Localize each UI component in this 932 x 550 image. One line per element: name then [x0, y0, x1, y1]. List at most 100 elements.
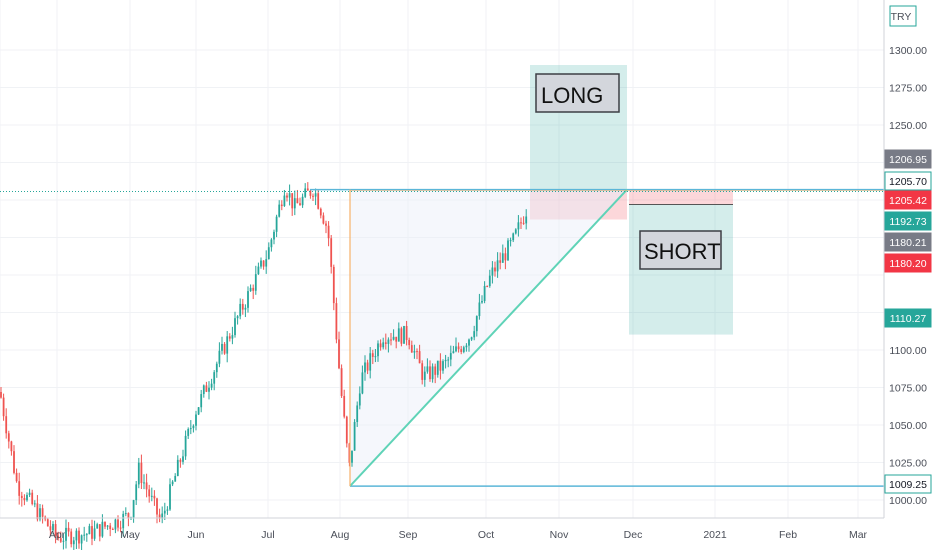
candle-body — [46, 519, 49, 527]
x-tick-label: Aug — [331, 529, 350, 541]
candle-body — [18, 481, 21, 496]
short-label-box[interactable] — [639, 230, 722, 270]
candle-body — [7, 433, 10, 442]
candle-body — [504, 253, 507, 261]
currency-badge[interactable]: TRY — [889, 5, 917, 27]
candle-body — [410, 345, 413, 353]
candle-body — [163, 510, 166, 514]
candle-body — [197, 407, 200, 415]
candle-body — [353, 422, 356, 451]
candle-body — [439, 360, 442, 371]
candle-body — [127, 513, 130, 519]
x-tick-label: Nov — [550, 529, 569, 541]
candle-body — [431, 366, 434, 380]
y-tick-label: 1300.00 — [889, 45, 927, 57]
candle-body — [65, 527, 67, 541]
candle-body — [343, 395, 346, 417]
candle-body — [317, 193, 320, 209]
candle-body — [140, 462, 143, 484]
long-label: LONG — [541, 83, 603, 108]
candle-body — [400, 328, 403, 344]
candle-body — [481, 300, 483, 303]
candle-body — [179, 459, 182, 462]
price-tag-label: 1009.25 — [889, 479, 927, 491]
candle-body — [488, 275, 491, 287]
candle-body — [234, 318, 236, 336]
candle-body — [78, 530, 80, 544]
candle-body — [239, 303, 242, 317]
candle-body — [31, 492, 34, 505]
candle-body — [28, 492, 31, 495]
candle-body — [361, 372, 364, 394]
price-tags: 1206.95 1205.70 1205.42 1192.73 1180.21 1180.… — [884, 149, 932, 494]
candle-body — [184, 435, 187, 457]
candle-body — [218, 350, 221, 364]
long-stop-zone[interactable] — [530, 189, 627, 220]
candle-body — [215, 363, 218, 373]
candle-body — [384, 342, 387, 344]
candle-body — [483, 285, 486, 301]
candle-body — [148, 489, 151, 497]
candle-body — [0, 392, 2, 398]
candle-body — [223, 343, 226, 354]
candle-body — [475, 316, 478, 332]
candle-body — [174, 475, 177, 482]
candle-body — [114, 519, 117, 530]
candle-body — [5, 416, 8, 434]
candle-body — [70, 531, 73, 545]
candle-body — [98, 524, 101, 537]
short-stop-zone[interactable] — [629, 189, 733, 205]
y-tick-label: 1100.00 — [889, 345, 926, 357]
candle-body — [395, 336, 398, 342]
candle-body — [509, 240, 512, 242]
candle-body — [286, 195, 288, 198]
y-tick-label: 1250.00 — [889, 120, 927, 132]
candle-body — [109, 525, 112, 530]
candle-body — [434, 366, 437, 375]
candle-body — [23, 498, 26, 501]
x-tick-label: Oct — [478, 529, 494, 541]
candle-body — [452, 351, 455, 354]
candle-body — [161, 513, 164, 519]
candle-body — [444, 359, 447, 362]
y-tick-label: 1025.00 — [889, 458, 927, 470]
candle-body — [322, 215, 325, 224]
candle-body — [525, 216, 528, 224]
candle-body — [340, 368, 343, 396]
x-tick-label: Apr — [49, 529, 66, 541]
candle-body — [189, 428, 192, 430]
price-tag-label: 1110.27 — [890, 313, 927, 325]
candle-body — [512, 233, 515, 241]
candle-body — [278, 204, 281, 217]
annotation-labels: LONG SHORT — [535, 73, 722, 270]
candle-body — [442, 361, 444, 371]
candle-body — [309, 190, 312, 196]
candle-body — [36, 503, 39, 520]
candle-body — [15, 472, 18, 482]
candle-body — [132, 500, 135, 518]
candle-body — [96, 524, 99, 529]
candle-body — [187, 428, 190, 436]
candle-body — [260, 260, 262, 267]
candle-body — [59, 538, 62, 542]
ascending-trendline[interactable] — [349, 188, 628, 487]
candle-body — [491, 267, 494, 276]
candle-body — [2, 397, 5, 417]
candle-body — [392, 336, 395, 340]
candle-body — [52, 524, 54, 531]
x-tick-label: Dec — [624, 529, 643, 541]
candle-body — [507, 240, 509, 261]
candle-body — [265, 259, 268, 267]
candle-body — [325, 223, 327, 226]
candle-body — [195, 414, 197, 426]
candle-body — [122, 513, 125, 529]
y-tick-label: 1000.00 — [889, 495, 927, 507]
long-label-box[interactable] — [535, 73, 620, 113]
price-tag — [884, 171, 932, 191]
candle-body — [85, 534, 88, 536]
candle-body — [291, 193, 294, 209]
candle-body — [171, 481, 174, 485]
candle-body — [299, 203, 301, 206]
position-zones — [350, 65, 733, 487]
